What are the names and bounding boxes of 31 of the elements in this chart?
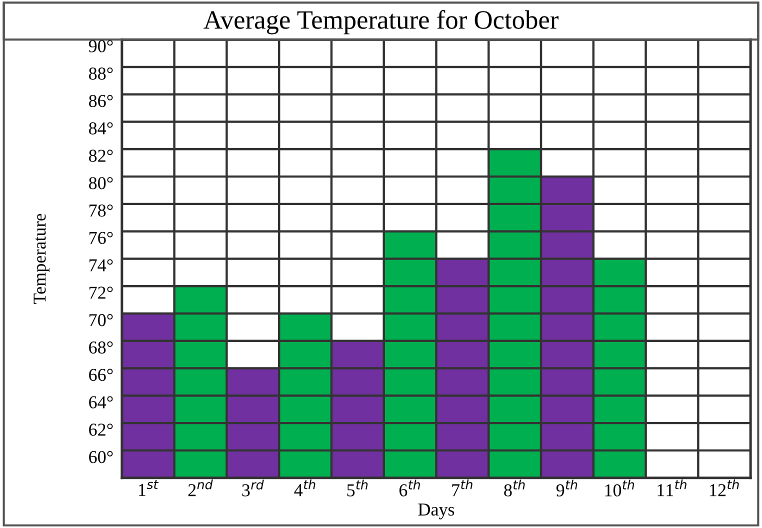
y-axis-title: Temperature [34, 214, 50, 304]
y-tick-label: 80° [89, 177, 113, 190]
x-tick-label: 5$^{th}$ [347, 480, 368, 496]
x-tick-label: 1$^{st}$ [139, 480, 159, 496]
y-tick-label: 64° [89, 396, 113, 408]
x-tick-label: 2$^{nd}$ [188, 480, 213, 496]
x-tick-label: 4$^{th}$ [294, 480, 316, 496]
x-tick-label: 6$^{th}$ [399, 480, 420, 496]
y-tick-label: 90° [88, 40, 113, 52]
x-tick-label: 12$^{th}$ [710, 480, 739, 496]
x-axis-title: Days [418, 504, 454, 520]
x-tick-label: 8$^{th}$ [504, 480, 525, 496]
x-tick-label: 11$^{th}$ [658, 480, 686, 496]
y-tick-label: 70° [90, 314, 113, 326]
x-tick-label: 3$^{rd}$ [242, 480, 264, 496]
x-tick-label: 10$^{th}$ [605, 480, 634, 496]
y-tick-label: 68° [89, 341, 113, 354]
y-tick-label: 86° [89, 94, 113, 108]
y-tick-label: 88° [89, 68, 113, 80]
y-tick-label: 82° [89, 150, 113, 162]
y-tick-label: 66° [89, 368, 113, 381]
y-tick-label: 62° [89, 424, 113, 436]
x-tick-label: 9$^{th}$ [556, 480, 578, 496]
y-tick-label: 72° [90, 286, 113, 299]
y-tick-label: 74° [90, 259, 113, 272]
y-tick-label: 78° [90, 204, 113, 217]
chart-title: Average Temperature for October [204, 10, 558, 34]
y-tick-label: 84° [89, 122, 113, 134]
x-tick-label: 7$^{th}$ [452, 480, 472, 496]
y-tick-label: 60° [89, 450, 113, 464]
y-tick-label: 76° [90, 232, 113, 244]
